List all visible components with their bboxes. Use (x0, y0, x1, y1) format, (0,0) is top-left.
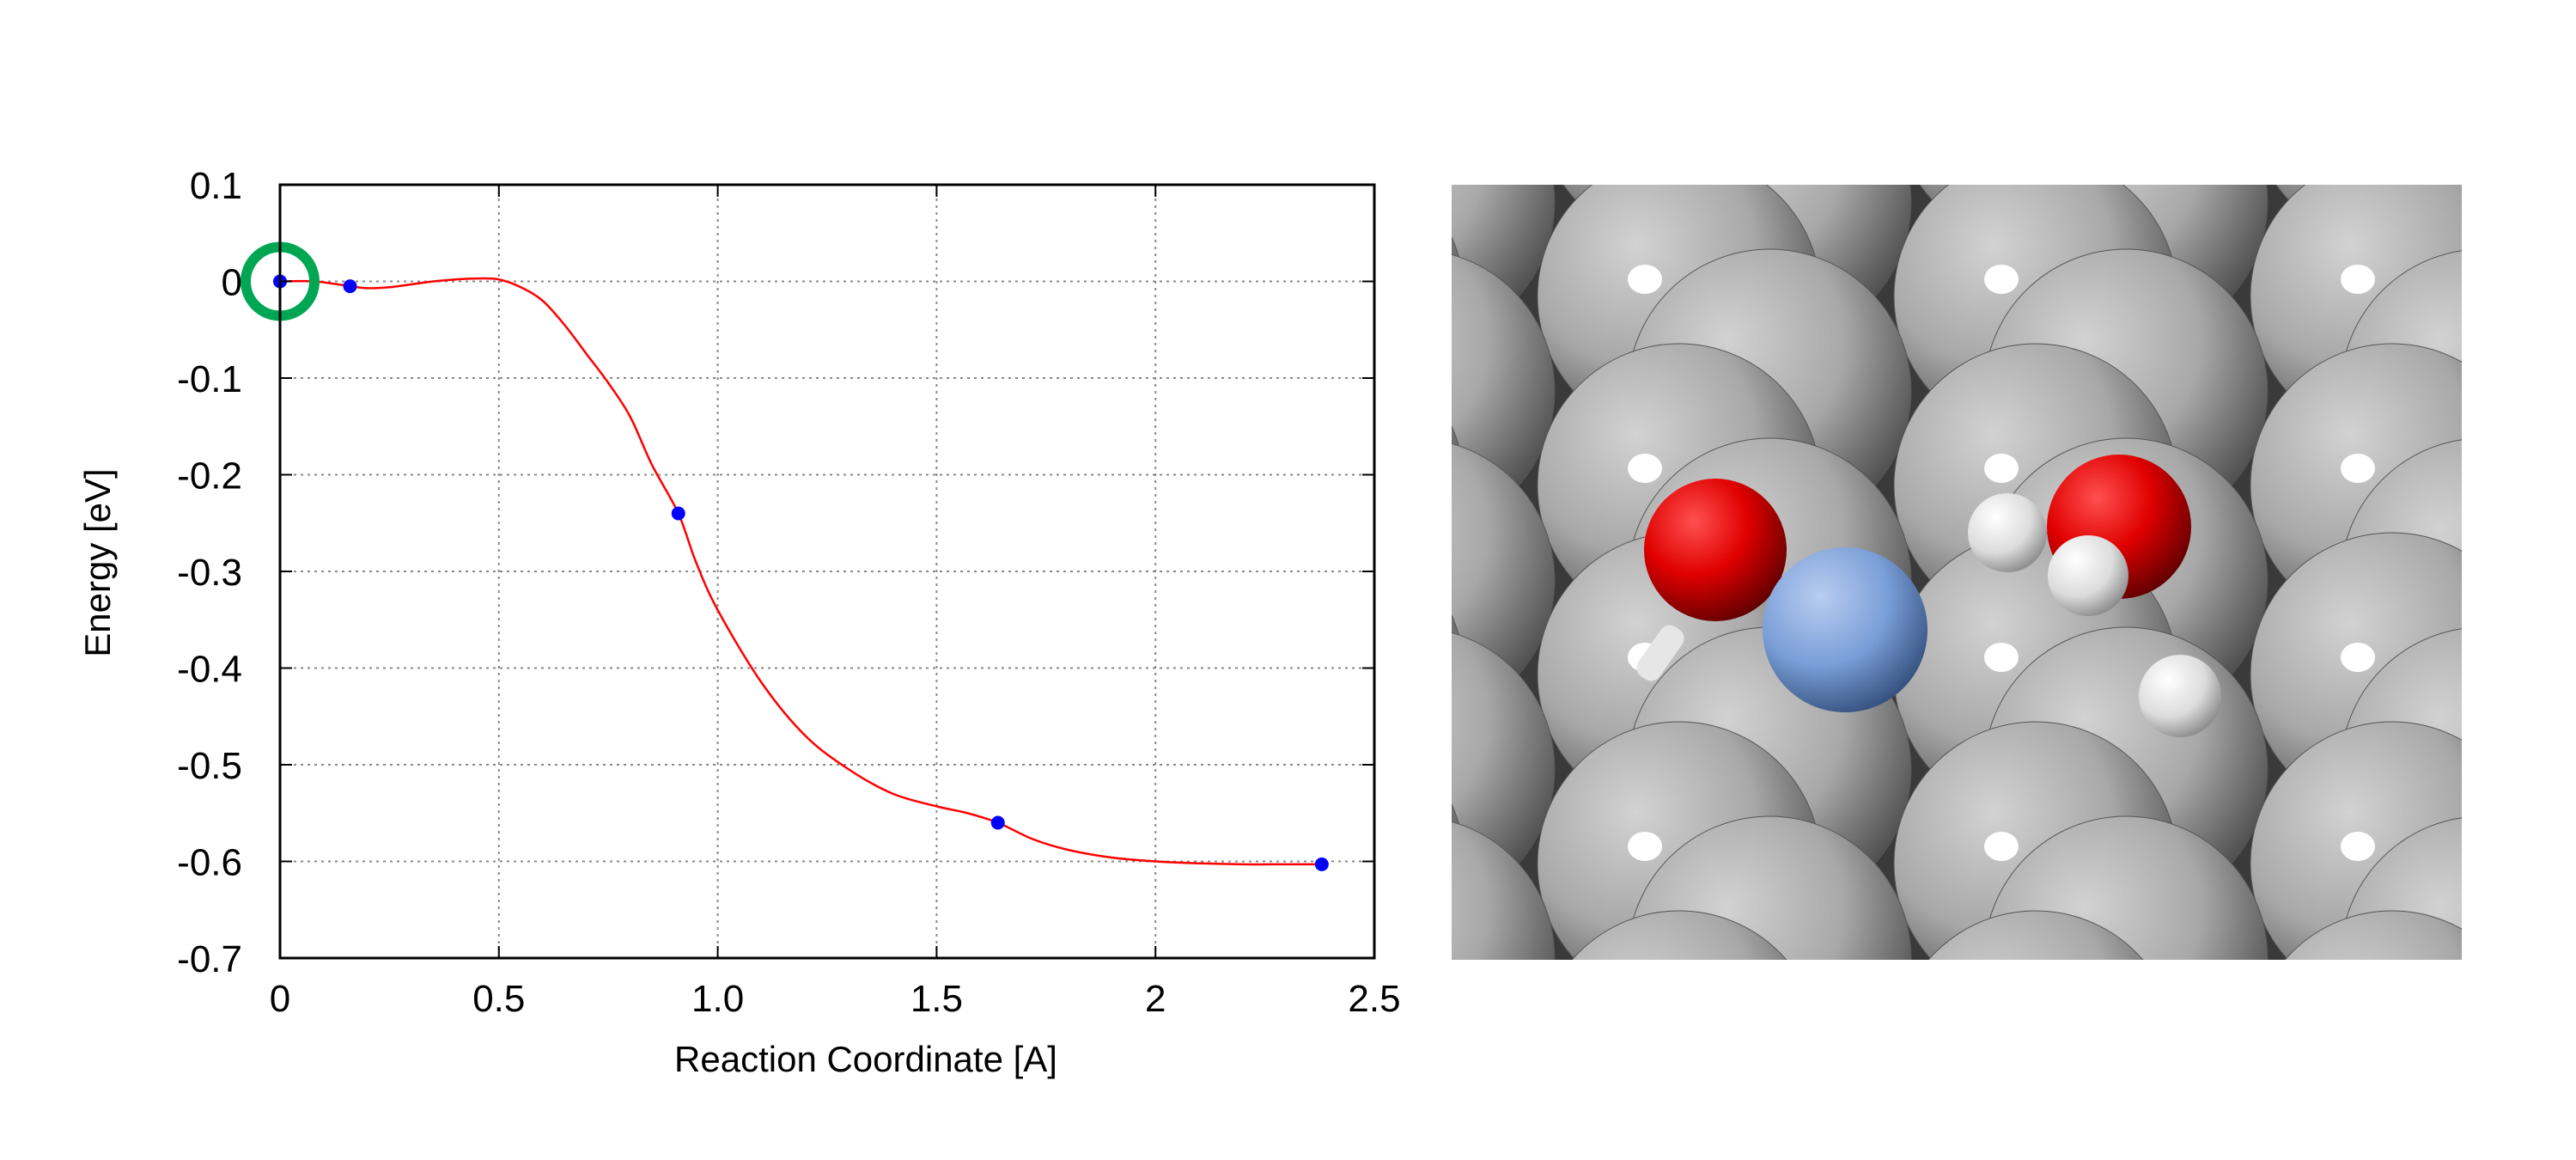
surface-atom-highlight (2341, 643, 2375, 672)
energy-profile-chart: 0 0.5 1.0 1.5 2 2.5 0.1 0 -0.1 -0.2 -0.3 -0.4 -0.5 -0… (77, 165, 1401, 1079)
surface-atom-highlight (2341, 832, 2375, 861)
data-points (241, 241, 1329, 871)
oh-bond (1636, 625, 1684, 681)
molecular-model-image (1452, 185, 2462, 960)
surface-atom-highlight (1628, 832, 1662, 861)
x-tick-label: 1.5 (910, 978, 963, 1020)
surface-atom (1452, 821, 1556, 960)
curve-layer (279, 277, 1322, 866)
image-point (343, 279, 357, 294)
x-tick-label: 2 (1145, 978, 1166, 1020)
surface-atom (2284, 910, 2462, 960)
tick-labels: 0 0.5 1.0 1.5 2 2.5 0.1 0 -0.1 -0.2 -0.3 -0.4 -0.5 -0… (177, 165, 1400, 1020)
adsorbates (1636, 455, 2221, 737)
image-point (671, 506, 685, 521)
plot-border (278, 183, 1376, 960)
y-tick-label: -0.1 (177, 358, 242, 400)
y-tick-label: -0.3 (177, 552, 242, 594)
hydrogen-atom-3 (2139, 655, 2221, 737)
hydrogen-atom-1 (1968, 493, 2047, 572)
plot-frame (278, 183, 1376, 960)
x-tick-label: 0 (270, 978, 290, 1020)
surface-atom-highlight (2341, 265, 2375, 294)
energy-curve (279, 277, 1322, 866)
y-tick-label: -0.4 (177, 649, 242, 691)
y-tick-label: -0.2 (177, 455, 242, 498)
surface-atom-highlight (1984, 832, 2019, 861)
y-axis-label: Energy [eV] (77, 468, 118, 656)
y-tick-label: 0 (222, 262, 242, 304)
y-tick-label: -0.7 (177, 938, 242, 980)
x-axis-label: Reaction Coordinate [A] (674, 1039, 1057, 1079)
surface-atom-highlight (1984, 454, 2019, 483)
y-tick-label: -0.6 (177, 842, 242, 884)
grid-lines (280, 185, 1374, 958)
x-tick-label: 2.5 (1348, 978, 1400, 1020)
surface-atom-highlight (1984, 643, 2019, 672)
y-tick-label: 0.1 (190, 165, 242, 207)
surface-atoms (1452, 185, 2462, 960)
surface-atom-highlight (1984, 265, 2019, 294)
image-point (990, 815, 1005, 830)
surface-atom-highlight (1628, 454, 1662, 483)
x-tick-label: 1.0 (691, 978, 744, 1020)
surface-atom-highlight (2341, 454, 2375, 483)
y-tick-label: -0.5 (177, 745, 242, 787)
x-tick-label: 0.5 (472, 978, 525, 1020)
metal-atom (1763, 547, 1927, 712)
surface-atom (1571, 910, 1787, 960)
oxygen-atom-left (1644, 479, 1787, 621)
surface-atom (1927, 910, 2144, 960)
hydrogen-atom-2 (2048, 535, 2128, 616)
surface-atom-highlight (1628, 265, 1662, 294)
image-point (1314, 857, 1329, 871)
